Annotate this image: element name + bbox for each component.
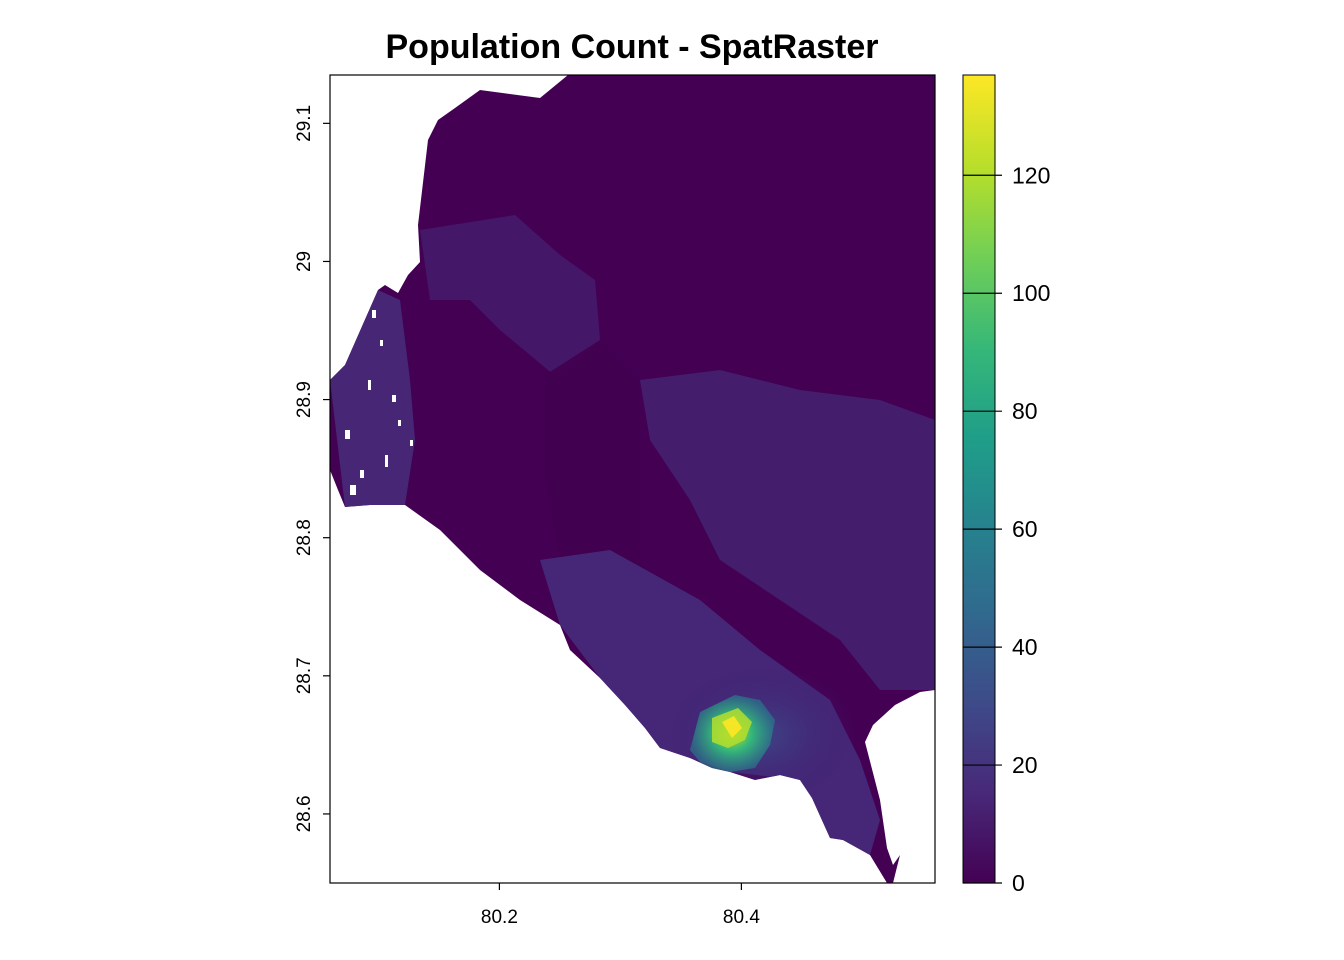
region-west-strip [330,290,415,507]
x-tick-label: 80.2 [481,907,518,928]
legend-tick-label: 60 [1012,516,1038,542]
legend-tick-label: 80 [1012,398,1038,424]
y-tick-label: 28.8 [294,519,315,556]
chart-title: Population Count - SpatRaster [386,28,879,66]
y-tick-label: 28.7 [294,657,315,694]
region-central-dark [545,340,660,610]
urban-core-peak [722,716,742,738]
region-northwest-lighter [420,215,600,380]
legend-tick-label: 120 [1012,162,1050,188]
x-tick-label: 80.4 [723,907,760,928]
map-frame [329,74,936,884]
y-axis: 29.1 29 28.9 28.8 28.7 28.6 [294,105,330,832]
x-axis: 80.2 80.4 [481,883,760,928]
y-tick-label: 29.1 [294,105,315,142]
raster-map [330,75,935,883]
nodata-speckles [345,310,413,495]
legend-gradient-bar [962,74,996,884]
legend-tick-label: 40 [1012,634,1038,660]
legend-tick-label: 100 [1012,280,1050,306]
y-tick-label: 28.6 [294,795,315,832]
region-east-lighter [640,370,935,690]
legend-colorbar: 0 20 40 60 80 100 120 [962,74,1050,896]
legend-ticks: 0 20 40 60 80 100 120 [963,162,1050,896]
y-tick-label: 28.9 [294,381,315,418]
legend-tick-label: 0 [1012,870,1025,896]
y-tick-label: 29 [294,251,315,272]
legend-tick-label: 20 [1012,752,1038,778]
